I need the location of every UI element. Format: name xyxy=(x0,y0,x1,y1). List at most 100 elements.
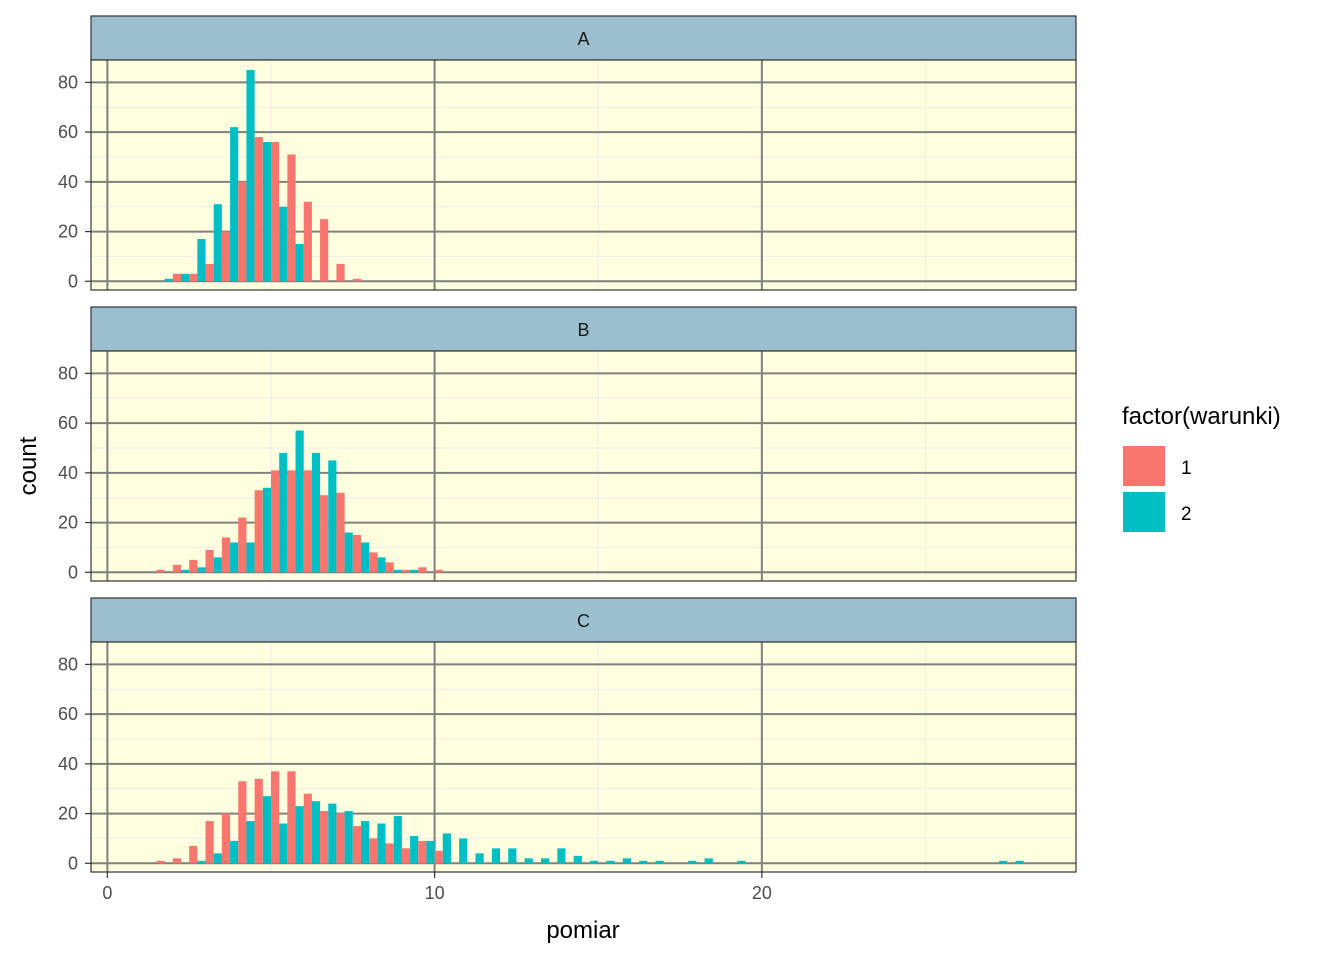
bar-series-1 xyxy=(156,569,165,573)
bar-series-1 xyxy=(254,490,263,573)
bar-series-1 xyxy=(189,273,198,282)
bar-series-1 xyxy=(287,470,296,573)
bar-series-1 xyxy=(270,771,280,864)
bar-series-1 xyxy=(172,564,181,573)
facet-strip xyxy=(90,597,1077,643)
bar-series-1 xyxy=(254,778,263,864)
bar-series-2 xyxy=(737,860,746,864)
bar-series-1 xyxy=(369,838,378,864)
y-tick-label: 20 xyxy=(58,804,78,824)
bar-series-2 xyxy=(508,848,517,864)
bar-series-1 xyxy=(270,142,280,282)
bar-series-1 xyxy=(287,771,296,864)
bar-series-2 xyxy=(426,840,435,864)
y-tick-label: 0 xyxy=(68,271,78,291)
bar-series-1 xyxy=(189,845,198,864)
bar-series-2 xyxy=(622,858,631,864)
bar-series-1 xyxy=(205,821,214,864)
bar-series-2 xyxy=(262,487,271,573)
bar-series-2 xyxy=(377,823,386,864)
bar-series-2 xyxy=(360,821,370,864)
y-axis-title: count xyxy=(15,436,42,495)
x-tick-label: 0 xyxy=(102,883,112,903)
bar-series-1 xyxy=(434,569,443,573)
bar-series-2 xyxy=(230,127,239,282)
bar-series-1 xyxy=(254,137,263,282)
bar-series-2 xyxy=(262,796,271,864)
y-tick-label: 40 xyxy=(58,463,78,483)
bar-series-1 xyxy=(205,549,214,573)
bar-series-2 xyxy=(590,860,599,864)
bar-series-1 xyxy=(434,850,443,864)
bar-series-1 xyxy=(221,231,231,282)
y-tick-label: 40 xyxy=(58,172,78,192)
bar-series-2 xyxy=(213,204,222,282)
legend-key-2 xyxy=(1123,492,1165,532)
bar-series-2 xyxy=(197,860,206,864)
bar-series-2 xyxy=(197,567,206,573)
bar-series-2 xyxy=(475,853,484,864)
bar-series-1 xyxy=(238,517,247,573)
bar-series-1 xyxy=(352,535,361,573)
bar-series-2 xyxy=(344,811,353,864)
facet-panel-c: C 0 20 40 60 80 xyxy=(58,597,1077,873)
y-tick-label: 80 xyxy=(58,72,78,92)
bar-series-2 xyxy=(295,430,304,573)
bar-series-1 xyxy=(336,813,345,864)
bar-series-2 xyxy=(295,806,304,864)
bar-series-1 xyxy=(156,860,165,864)
bar-series-1 xyxy=(270,470,280,573)
bar-series-1 xyxy=(352,826,361,864)
x-tick-label: 20 xyxy=(752,883,772,903)
bar-series-1 xyxy=(369,552,378,573)
facet-panel-b: B 0 20 40 60 80 xyxy=(58,306,1077,582)
legend-label-2: 2 xyxy=(1181,504,1192,525)
bar-series-2 xyxy=(393,569,402,573)
bar-series-1 xyxy=(238,181,247,282)
bar-series-1 xyxy=(385,562,394,573)
y-tick-label: 0 xyxy=(68,562,78,582)
bar-series-2 xyxy=(704,858,713,864)
bar-series-2 xyxy=(180,569,190,573)
bar-series-2 xyxy=(246,69,255,282)
y-tick-label: 80 xyxy=(58,363,78,383)
bar-series-2 xyxy=(524,858,533,864)
bar-series-2 xyxy=(410,835,419,864)
bar-series-2 xyxy=(442,833,451,864)
bar-series-2 xyxy=(246,821,255,864)
legend-key-1 xyxy=(1123,446,1165,486)
facet-strip-label: A xyxy=(577,29,589,49)
y-tick-label: 40 xyxy=(58,754,78,774)
bar-series-2 xyxy=(459,838,468,864)
bar-series-2 xyxy=(279,206,288,282)
y-tick-label: 60 xyxy=(58,704,78,724)
bar-series-2 xyxy=(999,860,1008,864)
bar-series-1 xyxy=(418,840,427,864)
legend-label-1: 1 xyxy=(1181,458,1192,479)
facet-strip xyxy=(90,306,1077,352)
facet-strip xyxy=(90,15,1077,61)
panel-border xyxy=(90,350,1077,582)
facet-strip-label: B xyxy=(577,320,589,340)
bar-series-1 xyxy=(303,201,312,282)
facet-panel-a: A 0 20 40 60 80 xyxy=(58,15,1077,291)
bar-series-2 xyxy=(606,860,615,864)
bar-series-1 xyxy=(352,278,361,282)
bar-series-2 xyxy=(1015,860,1024,864)
y-tick-label: 20 xyxy=(58,222,78,242)
bar-series-1 xyxy=(221,813,231,864)
bar-series-1 xyxy=(172,273,181,282)
bar-series-1 xyxy=(287,154,296,282)
bar-series-2 xyxy=(360,542,370,573)
bar-series-2 xyxy=(279,823,288,864)
bar-series-2 xyxy=(311,452,321,573)
bar-series-1 xyxy=(385,843,394,864)
bar-series-1 xyxy=(418,567,427,573)
panel-border xyxy=(90,59,1077,291)
bar-series-1 xyxy=(221,537,231,573)
bar-series-2 xyxy=(377,557,386,573)
legend: factor(warunki) 1 2 xyxy=(1122,403,1281,532)
x-axis-title: pomiar xyxy=(546,917,619,944)
bar-series-1 xyxy=(320,219,329,282)
bar-series-2 xyxy=(213,853,222,864)
